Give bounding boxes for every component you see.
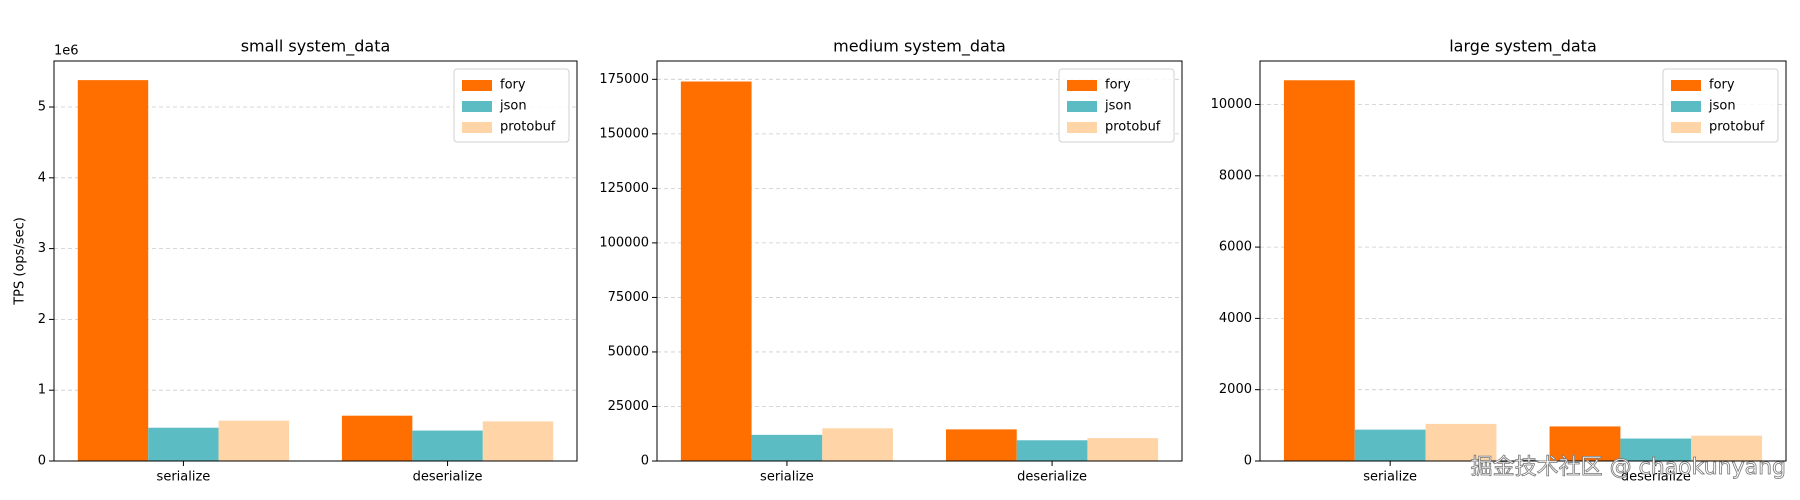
plot-frame: [1259, 60, 1787, 462]
x-tick-label: serialize: [760, 470, 814, 485]
legend-swatch: [1067, 80, 1097, 91]
y-tick-label: 4000: [1219, 311, 1252, 326]
legend: fory json protobuf: [453, 68, 570, 143]
legend-swatch: [462, 101, 492, 112]
y-tick-label: 3: [38, 241, 46, 256]
legend-swatch: [1671, 122, 1701, 133]
y-tick-label: 1: [38, 383, 46, 398]
y-tick-label: 100000: [599, 235, 649, 250]
legend: fory json protobuf: [1058, 68, 1175, 143]
legend-label: protobuf: [1105, 120, 1161, 135]
legend-swatch: [1671, 80, 1701, 91]
legend-label: fory: [500, 78, 526, 93]
y-tick-label: 10000: [1211, 97, 1252, 112]
y-tick-label: 6000: [1219, 240, 1252, 255]
bar: [1016, 440, 1088, 461]
y-tick-label: 150000: [599, 126, 649, 141]
bar: [1283, 80, 1355, 461]
bar: [218, 420, 290, 461]
bar: [680, 81, 752, 461]
bar: [1691, 435, 1763, 461]
bar: [482, 421, 554, 461]
y-tick-label: 50000: [608, 344, 649, 359]
y-tick-label: 175000: [599, 72, 649, 87]
chart-title: large system_data: [1449, 37, 1597, 57]
legend-label: fory: [1709, 78, 1735, 93]
bar: [1354, 429, 1426, 461]
bar: [1549, 426, 1621, 461]
y-tick-label: 4: [38, 170, 46, 185]
legend-swatch: [1067, 122, 1097, 133]
legend-swatch: [462, 122, 492, 133]
bar: [946, 429, 1017, 461]
chart-title: medium system_data: [833, 37, 1006, 57]
x-tick-label: deserialize: [413, 470, 483, 485]
legend-swatch: [462, 80, 492, 91]
watermark: 掘金技术社区 @ chaokunyang: [1471, 455, 1786, 480]
x-tick-label: deserialize: [1621, 470, 1691, 485]
bar: [1425, 423, 1497, 461]
offset-label: 1e6: [54, 44, 79, 59]
legend-label: json: [1708, 99, 1736, 114]
legend-swatch: [1671, 101, 1701, 112]
y-tick-label: 0: [38, 454, 46, 469]
bar: [822, 428, 893, 461]
bar: [1620, 438, 1692, 461]
bar: [751, 434, 823, 461]
x-tick-label: serialize: [1363, 470, 1417, 485]
y-tick-label: 5: [38, 100, 46, 115]
y-axis-label: TPS (ops/sec): [13, 217, 28, 306]
y-tick-label: 75000: [608, 290, 649, 305]
x-tick-label: deserialize: [1017, 470, 1087, 485]
y-tick-label: 2: [38, 312, 46, 327]
y-tick-label: 25000: [608, 399, 649, 414]
y-tick-label: 0: [641, 454, 649, 469]
y-tick-label: 0: [1244, 454, 1252, 469]
plot-frame: [53, 60, 578, 462]
x-tick-label: serialize: [157, 470, 211, 485]
bar: [1087, 438, 1159, 461]
y-tick-label: 125000: [599, 181, 649, 196]
plot-frame: [656, 60, 1183, 462]
legend-label: fory: [1105, 78, 1131, 93]
chart-title: small system_data: [241, 37, 391, 57]
legend-label: protobuf: [1709, 120, 1765, 135]
legend: fory json protobuf: [1662, 68, 1779, 143]
legend-swatch: [1067, 101, 1097, 112]
y-tick-label: 2000: [1219, 382, 1252, 397]
bar: [412, 430, 483, 461]
y-tick-label: 8000: [1219, 168, 1252, 183]
bar: [148, 427, 219, 461]
bar: [341, 415, 413, 461]
legend-label: json: [499, 99, 527, 114]
legend-label: json: [1104, 99, 1132, 114]
bar: [77, 80, 149, 461]
legend-label: protobuf: [500, 120, 556, 135]
